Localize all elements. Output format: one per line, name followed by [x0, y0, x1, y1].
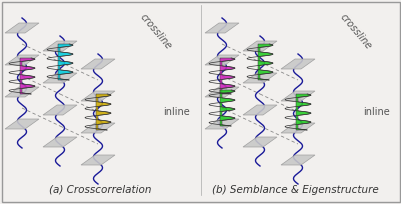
Text: crossline: crossline — [138, 12, 173, 52]
Polygon shape — [5, 119, 39, 129]
Polygon shape — [205, 55, 239, 65]
Polygon shape — [280, 155, 314, 165]
Polygon shape — [81, 59, 115, 69]
Polygon shape — [280, 123, 314, 133]
Polygon shape — [280, 59, 314, 69]
Polygon shape — [205, 23, 239, 33]
Polygon shape — [242, 41, 276, 51]
Text: (b) Semblance & Eigenstructure: (b) Semblance & Eigenstructure — [211, 185, 377, 195]
Polygon shape — [219, 58, 235, 94]
Polygon shape — [242, 137, 276, 147]
Polygon shape — [81, 155, 115, 165]
Text: crossline: crossline — [337, 12, 373, 52]
Polygon shape — [257, 44, 272, 80]
Polygon shape — [43, 105, 77, 115]
Polygon shape — [58, 44, 73, 80]
Polygon shape — [295, 94, 310, 130]
Polygon shape — [219, 90, 235, 126]
Polygon shape — [5, 23, 39, 33]
Polygon shape — [280, 91, 314, 101]
Polygon shape — [43, 73, 77, 83]
Polygon shape — [205, 87, 239, 97]
Polygon shape — [5, 55, 39, 65]
Text: inline: inline — [362, 107, 389, 117]
Polygon shape — [81, 91, 115, 101]
Polygon shape — [242, 73, 276, 83]
Polygon shape — [20, 58, 35, 94]
Text: inline: inline — [162, 107, 189, 117]
Polygon shape — [5, 87, 39, 97]
Polygon shape — [242, 105, 276, 115]
Polygon shape — [43, 137, 77, 147]
Polygon shape — [96, 94, 111, 130]
Polygon shape — [205, 119, 239, 129]
Polygon shape — [81, 123, 115, 133]
Polygon shape — [43, 41, 77, 51]
Text: (a) Crosscorrelation: (a) Crosscorrelation — [49, 185, 151, 195]
